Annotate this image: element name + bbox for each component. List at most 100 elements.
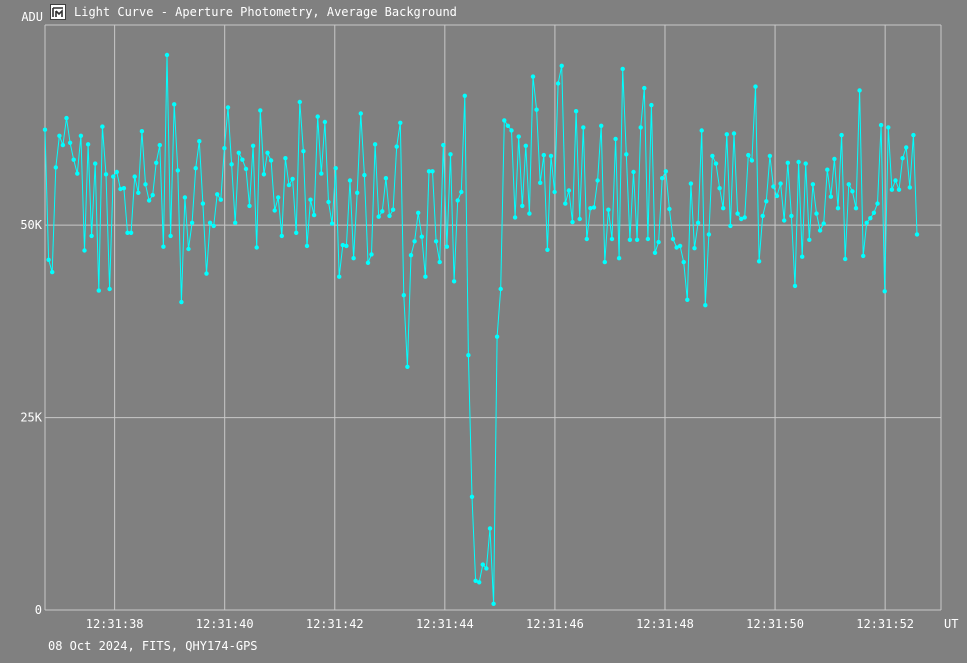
data-point [172,102,177,107]
data-point [584,236,589,242]
data-point [329,221,335,226]
app-icon[interactable] [50,4,66,20]
x-tick-label: 12:31:52 [856,617,914,631]
data-point [272,208,277,213]
data-point [570,219,575,225]
data-point [333,166,338,171]
data-point [455,198,460,203]
data-point [695,220,701,225]
data-point [663,169,668,174]
data-point [703,303,708,308]
data-point [767,153,773,159]
data-point [616,256,622,261]
y-axis-label: ADU [21,10,43,24]
data-point [735,211,740,216]
data-point [383,176,389,181]
data-point [566,188,572,193]
data-point [861,253,866,259]
data-point [846,182,851,187]
x-tick-label: 12:31:42 [306,617,364,631]
data-point [394,144,399,149]
data-point [530,74,536,79]
data-point [914,232,920,237]
data-point [240,157,245,162]
x-tick-label: 12:31:40 [196,617,254,631]
data-point [189,220,195,225]
data-point [807,237,812,242]
data-point [699,128,704,133]
data-point [46,257,51,262]
data-point [473,578,478,583]
data-point [563,201,568,206]
data-point [502,118,507,123]
data-point [426,169,432,174]
data-point [828,194,834,199]
data-point [308,197,313,202]
data-point [100,124,105,129]
data-point [204,271,209,276]
data-point [853,206,859,211]
data-point [710,153,715,159]
data-point [785,160,790,165]
data-point [128,230,134,235]
data-point [53,165,58,170]
data-point [247,203,252,209]
data-point [839,132,844,138]
data-point [114,169,120,175]
data-point [477,580,482,585]
data-point [746,152,751,158]
data-point [107,286,112,292]
x-tick-label: 12:31:44 [416,617,474,631]
data-point [229,162,234,167]
titlebar: Light Curve - Aperture Photometry, Avera… [50,3,457,21]
data-point [749,158,755,163]
data-point [186,246,191,252]
data-point [545,247,550,252]
data-point [832,156,837,162]
grid [45,24,941,611]
data-point [889,187,895,192]
data-point [721,206,726,211]
data-point [871,210,877,215]
data-point [326,199,331,205]
series-line [44,54,918,604]
data-point [405,364,410,369]
data-point [451,279,457,284]
data-point [742,215,747,220]
data-point [200,201,206,206]
data-point [268,158,274,163]
data-point [602,259,607,265]
data-point [692,246,697,251]
data-point [430,169,435,174]
data-point [681,259,686,265]
data-point [642,85,647,91]
data-point [103,172,109,177]
data-point [613,136,618,142]
data-point [297,99,302,105]
data-point [304,243,310,249]
data-point [236,150,241,155]
data-point [311,212,317,218]
data-point [480,562,485,567]
data-point [441,142,446,148]
data-point [620,66,625,72]
data-point [301,149,306,154]
data-point [864,220,869,225]
data-point [810,182,816,187]
data-point [599,123,604,128]
data-point [728,223,733,229]
data-point [279,233,284,239]
data-point [756,259,762,264]
x-tick-label: 12:31:38 [86,617,144,631]
data-point [588,206,593,211]
data-point [161,244,166,249]
data-point [67,140,73,145]
data-point [197,139,202,144]
data-point [670,236,676,242]
data-point [487,526,493,531]
y-tick-label: 0 [35,603,42,617]
data-point [739,216,744,222]
data-point [71,157,76,162]
data-point [857,88,862,93]
